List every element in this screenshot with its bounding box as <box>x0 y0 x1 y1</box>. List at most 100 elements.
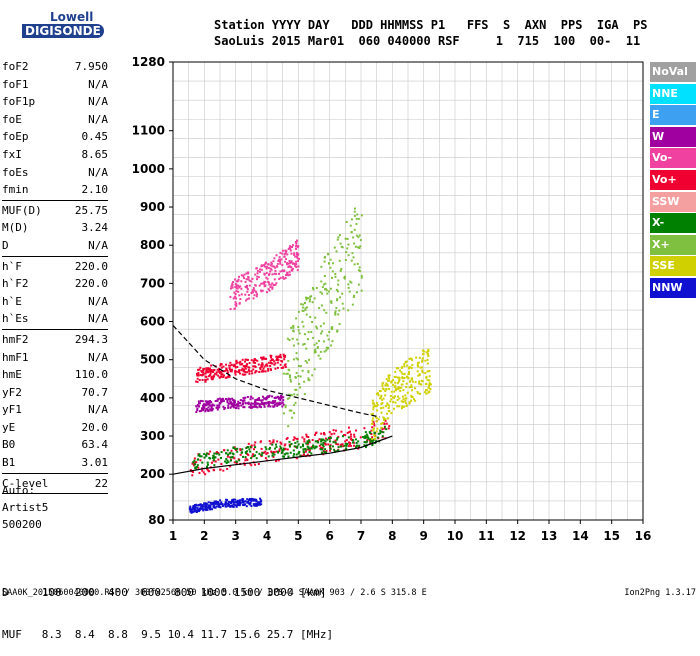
data-point <box>239 453 242 456</box>
data-point <box>335 443 338 446</box>
data-point <box>357 283 360 286</box>
data-point <box>196 507 199 510</box>
data-point <box>261 399 264 402</box>
data-point <box>252 368 255 371</box>
data-point <box>282 403 285 406</box>
data-point <box>396 376 399 379</box>
data-point <box>231 368 234 371</box>
x-tick-label: 16 <box>635 529 652 543</box>
param-value: 25.75 <box>74 203 108 217</box>
data-point <box>329 287 332 290</box>
data-point <box>259 268 262 271</box>
data-point <box>256 275 259 278</box>
data-point <box>334 439 337 442</box>
data-point <box>225 502 228 505</box>
data-point <box>288 393 291 396</box>
data-point <box>290 260 293 263</box>
data-point <box>249 398 252 401</box>
data-point <box>276 440 279 443</box>
data-point <box>210 461 213 464</box>
data-point <box>252 297 255 300</box>
data-point <box>316 347 319 350</box>
data-point <box>295 357 298 360</box>
data-point <box>234 371 237 374</box>
data-point <box>408 386 411 389</box>
data-point <box>236 404 239 407</box>
data-point <box>255 267 258 270</box>
data-point <box>206 468 209 471</box>
data-point <box>290 326 293 329</box>
data-point <box>201 400 204 403</box>
data-point <box>279 260 282 263</box>
data-point <box>268 440 271 443</box>
data-point <box>281 264 284 267</box>
data-point <box>244 366 247 369</box>
data-point <box>345 251 348 254</box>
data-point <box>255 295 258 298</box>
data-point <box>195 503 198 506</box>
data-point <box>264 397 267 400</box>
data-point <box>246 452 249 455</box>
data-point <box>394 370 397 373</box>
data-point <box>235 359 238 362</box>
data-point <box>202 369 205 372</box>
data-point <box>199 366 202 369</box>
data-point <box>239 499 242 502</box>
data-point <box>350 444 353 447</box>
data-point <box>261 395 264 398</box>
data-point <box>302 451 305 454</box>
data-point <box>311 438 314 441</box>
data-point <box>332 262 335 265</box>
data-point <box>320 332 323 335</box>
data-point <box>410 377 413 380</box>
data-point <box>198 368 201 371</box>
data-point <box>314 446 317 449</box>
data-point <box>250 405 253 408</box>
data-point <box>232 365 235 368</box>
data-point <box>226 399 229 402</box>
data-point <box>205 368 208 371</box>
data-point <box>369 432 372 435</box>
param-value: 220.0 <box>74 259 108 273</box>
data-point <box>366 434 369 437</box>
data-point <box>326 347 329 350</box>
data-point <box>410 386 413 389</box>
distance-row: D 100 200 400 600 800 1000 1500 3000 [km… <box>2 586 327 599</box>
data-point <box>246 501 249 504</box>
data-point <box>199 455 202 458</box>
data-point <box>388 404 391 407</box>
data-point <box>262 367 265 370</box>
data-point <box>225 452 228 455</box>
data-point <box>348 443 351 446</box>
data-point <box>357 217 360 220</box>
data-point <box>193 461 196 464</box>
data-point <box>276 262 279 265</box>
data-point <box>305 433 308 436</box>
data-point <box>341 246 344 249</box>
data-point <box>418 380 421 383</box>
data-point <box>197 400 200 403</box>
data-point <box>266 364 269 367</box>
data-point <box>323 309 326 312</box>
data-point <box>202 408 205 411</box>
data-point <box>321 438 324 441</box>
data-point <box>250 444 253 447</box>
data-point <box>352 295 355 298</box>
data-point <box>332 440 335 443</box>
data-point <box>287 266 290 269</box>
data-point <box>324 437 327 440</box>
data-point <box>204 400 207 403</box>
data-point <box>382 416 385 419</box>
param-value: 294.3 <box>74 332 108 346</box>
data-point <box>314 433 317 436</box>
data-point <box>305 298 308 301</box>
data-point <box>218 376 221 379</box>
data-point <box>224 460 227 463</box>
data-point <box>279 402 282 405</box>
param-key: D <box>2 238 9 252</box>
data-point <box>272 260 275 263</box>
data-point <box>286 263 289 266</box>
data-point <box>241 399 244 402</box>
data-point <box>216 368 219 371</box>
data-point <box>253 357 256 360</box>
